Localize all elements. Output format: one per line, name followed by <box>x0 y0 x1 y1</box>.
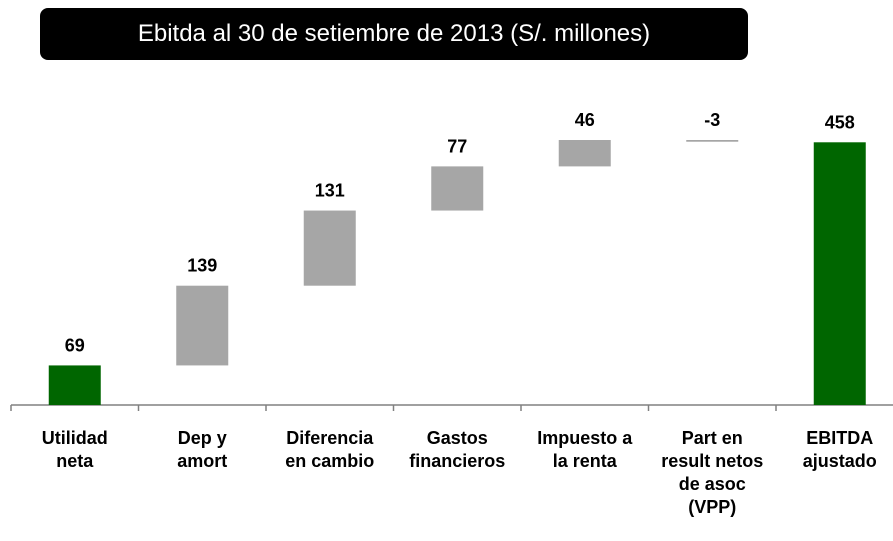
chart-title: Ebitda al 30 de setiembre de 2013 (S/. m… <box>40 8 748 60</box>
value-label: 131 <box>315 181 345 201</box>
x-tick-label: Impuesto a la renta <box>537 428 633 471</box>
value-label: 139 <box>187 256 217 276</box>
x-tick-label: Gastos financieros <box>409 428 506 471</box>
value-label: -3 <box>704 110 720 130</box>
x-tick-label: EBITDA ajustado <box>802 428 877 471</box>
value-label: 77 <box>447 136 467 156</box>
x-tick-label: Diferencia en cambio <box>285 428 375 471</box>
value-label: 69 <box>65 335 85 355</box>
value-label: 458 <box>825 112 855 132</box>
x-tick-label: Utilidad neta <box>41 428 108 471</box>
bar <box>813 142 866 405</box>
bar <box>48 365 101 405</box>
value-label: 46 <box>575 110 595 130</box>
bar <box>431 166 484 211</box>
bar <box>176 285 229 366</box>
bar <box>558 140 611 167</box>
bar <box>686 140 739 142</box>
x-tick-label: Part en result netos de asoc (VPP) <box>661 428 764 517</box>
bar <box>303 210 356 286</box>
x-tick-label: Dep y amort <box>177 428 228 471</box>
